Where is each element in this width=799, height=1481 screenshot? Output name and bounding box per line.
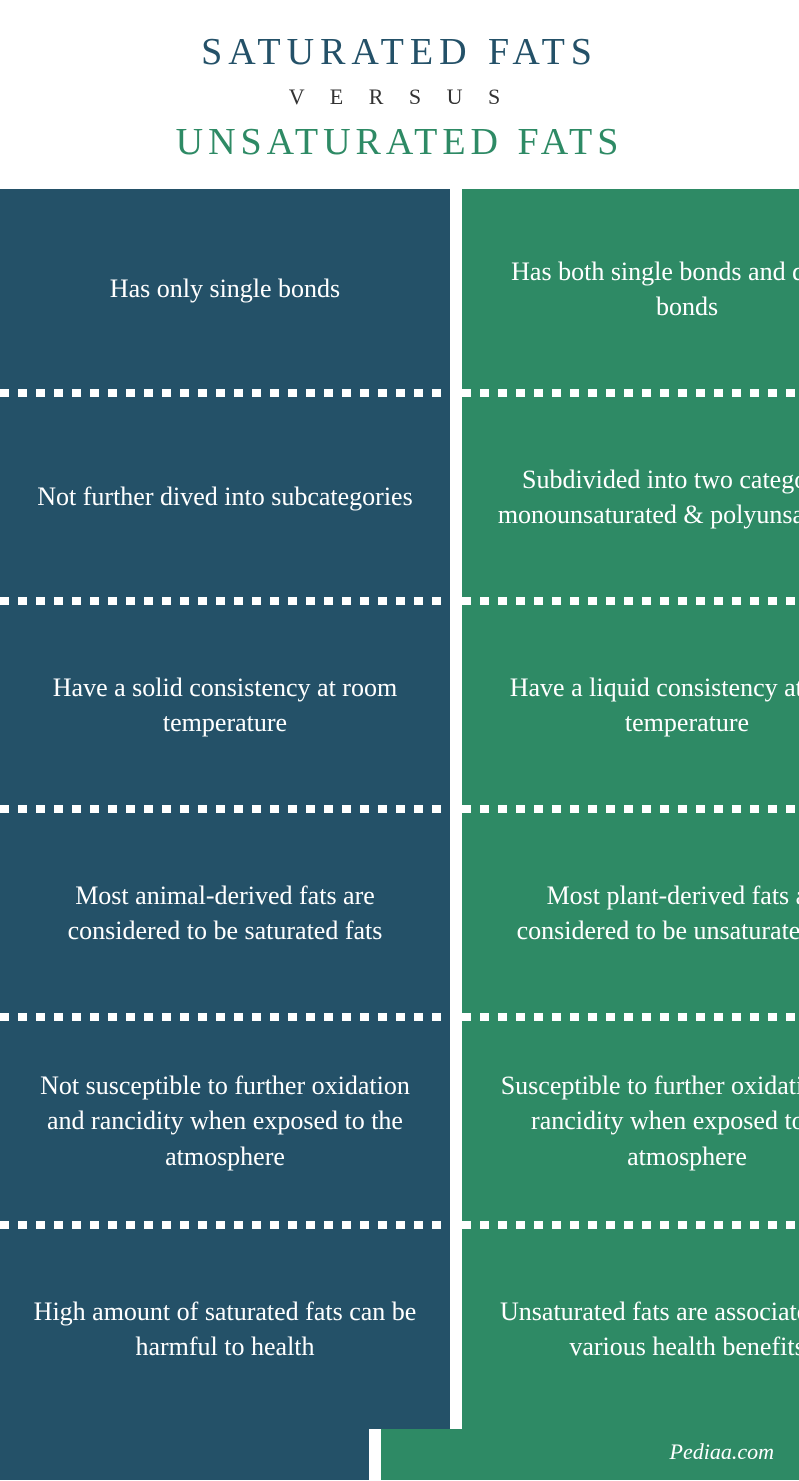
row-divider bbox=[0, 1013, 450, 1021]
row-divider bbox=[0, 389, 450, 397]
unsaturated-cell: Subdivided into two categories: monounsa… bbox=[462, 397, 799, 597]
header: SATURATED FATS V E R S U S UNSATURATED F… bbox=[0, 0, 799, 189]
row-divider bbox=[462, 805, 799, 813]
row-divider bbox=[0, 1221, 450, 1229]
unsaturated-cell: Most plant-derived fats are considered t… bbox=[462, 813, 799, 1013]
saturated-cell: Most animal-derived fats are considered … bbox=[0, 813, 450, 1013]
column-saturated: Has only single bondsNot further dived i… bbox=[0, 189, 450, 1429]
unsaturated-cell: Unsaturated fats are associated with var… bbox=[462, 1229, 799, 1429]
footer-left-block bbox=[0, 1429, 369, 1480]
saturated-cell: Has only single bonds bbox=[0, 189, 450, 389]
row-divider bbox=[462, 389, 799, 397]
versus-label: V E R S U S bbox=[20, 84, 779, 110]
saturated-cell: Not susceptible to further oxidation and… bbox=[0, 1021, 450, 1221]
row-divider bbox=[462, 1221, 799, 1229]
comparison-columns: Has only single bondsNot further dived i… bbox=[0, 189, 799, 1429]
title-saturated: SATURATED FATS bbox=[20, 30, 779, 74]
unsaturated-cell: Has both single bonds and double bonds bbox=[462, 189, 799, 389]
footer-attribution: Pediaa.com bbox=[381, 1429, 799, 1480]
saturated-cell: Have a solid consistency at room tempera… bbox=[0, 605, 450, 805]
row-divider bbox=[462, 597, 799, 605]
unsaturated-cell: Susceptible to further oxidation and ran… bbox=[462, 1021, 799, 1221]
saturated-cell: High amount of saturated fats can be har… bbox=[0, 1229, 450, 1429]
column-unsaturated: Has both single bonds and double bondsSu… bbox=[462, 189, 799, 1429]
row-divider bbox=[0, 805, 450, 813]
saturated-cell: Not further dived into subcategories bbox=[0, 397, 450, 597]
unsaturated-cell: Have a liquid consistency at room temper… bbox=[462, 605, 799, 805]
title-unsaturated: UNSATURATED FATS bbox=[20, 120, 779, 164]
row-divider bbox=[462, 1013, 799, 1021]
row-divider bbox=[0, 597, 450, 605]
footer-row: Pediaa.com bbox=[0, 1429, 799, 1480]
